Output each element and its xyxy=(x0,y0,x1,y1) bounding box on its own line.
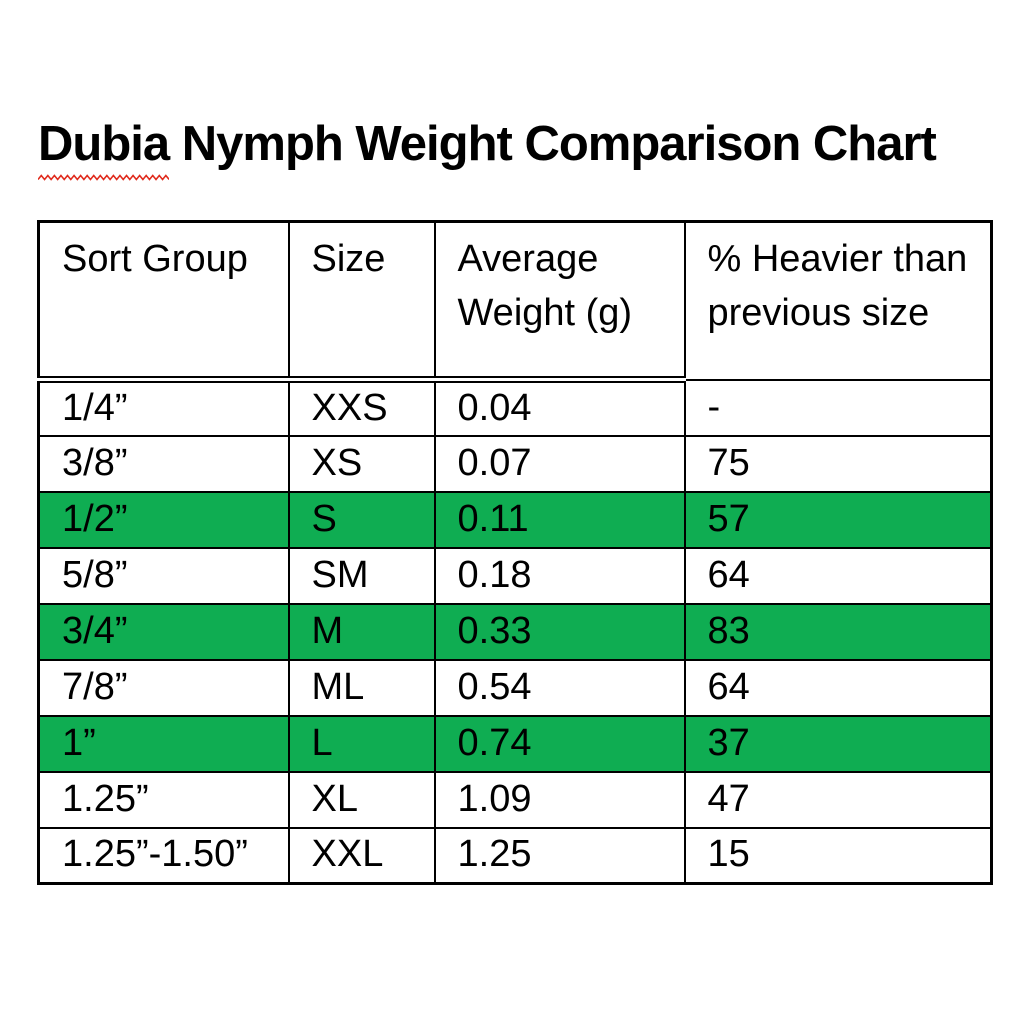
table-row: 3/4” M 0.33 83 xyxy=(37,602,993,661)
table-cell: 0.04 xyxy=(433,378,686,437)
table-cell: 0.54 xyxy=(433,658,686,717)
misspelled-word: Dubia xyxy=(38,116,170,182)
table-cell: XL xyxy=(287,770,436,829)
table-row: 1.25” XL 1.09 47 xyxy=(37,770,993,829)
table-cell: 0.33 xyxy=(433,602,686,661)
table-cell: 47 xyxy=(683,770,993,829)
table-cell: XS xyxy=(287,434,436,493)
table-cell: 0.18 xyxy=(433,546,686,605)
table-row: 1/4” XXS 0.04- xyxy=(37,378,993,437)
table-cell: 83 xyxy=(683,602,993,661)
table-cell: 1.25” xyxy=(37,770,290,829)
table-cell: S xyxy=(287,490,436,549)
table-cell: L xyxy=(287,714,436,773)
table-cell: ML xyxy=(287,658,436,717)
table-cell: 0.74 xyxy=(433,714,686,773)
table-row: 1.25”-1.50” XXL 1.25 15 xyxy=(37,826,993,885)
table-cell: 57 xyxy=(683,490,993,549)
table-cell: 1.25”-1.50” xyxy=(37,826,290,885)
title-rest-text: Nymph Weight Comparison Chart xyxy=(169,117,937,171)
table-cell: 5/8” xyxy=(37,546,290,605)
table-cell: M xyxy=(287,602,436,661)
table-cell: XXL xyxy=(287,826,436,885)
table-cell: 64 xyxy=(683,658,993,717)
table-row: 1/2” S 0.11 57 xyxy=(37,490,993,549)
table-cell: 75 xyxy=(683,434,993,493)
table-cell: 64 xyxy=(683,546,993,605)
column-header-pct-heavier: % Heavier than previous size xyxy=(683,220,993,381)
column-header-average-weight: Average Weight (g) xyxy=(433,220,686,383)
table-cell: 1.09 xyxy=(433,770,686,829)
table-cell: 3/4” xyxy=(37,602,290,661)
table-row: 7/8” ML 0.54 64 xyxy=(37,658,993,717)
table-header: Sort Group Size Average Weight (g) % Hea… xyxy=(37,220,993,383)
table-cell: 1/2” xyxy=(37,490,290,549)
table-cell: 0.11 xyxy=(433,490,686,549)
table-header-row: Sort Group Size Average Weight (g) % Hea… xyxy=(37,220,993,383)
misspelled-word-text: Dubia xyxy=(38,117,170,171)
table-row: 1” L 0.74 37 xyxy=(37,714,993,773)
column-header-sort-group: Sort Group xyxy=(37,220,290,383)
table-row: 5/8” SM 0.18 64 xyxy=(37,546,993,605)
table-body: 1/4” XXS 0.04-3/8” XS 0.07 75 1/2” S 0.11 57 5/8” S… xyxy=(37,378,993,885)
squiggle-path xyxy=(38,174,170,182)
table-cell: 7/8” xyxy=(37,658,290,717)
table-cell: 15 xyxy=(683,826,993,885)
table-cell: 1” xyxy=(37,714,290,773)
table-row: 3/8” XS 0.07 75 xyxy=(37,434,993,493)
page-title: Dubia Nymph Weight Comparison Chart xyxy=(38,116,937,182)
table-cell: 1.25 xyxy=(433,826,686,885)
column-header-size: Size xyxy=(287,220,436,383)
table-cell: SM xyxy=(287,546,436,605)
table-cell: 37 xyxy=(683,714,993,773)
table-cell: 1/4” xyxy=(37,378,290,437)
table-cell: 3/8” xyxy=(37,434,290,493)
table-cell: - xyxy=(683,378,993,437)
spellcheck-squiggle-icon xyxy=(38,174,170,182)
table-cell: XXS xyxy=(287,378,436,437)
table-cell: 0.07 xyxy=(433,434,686,493)
weight-comparison-table: Sort Group Size Average Weight (g) % Hea… xyxy=(37,220,993,885)
